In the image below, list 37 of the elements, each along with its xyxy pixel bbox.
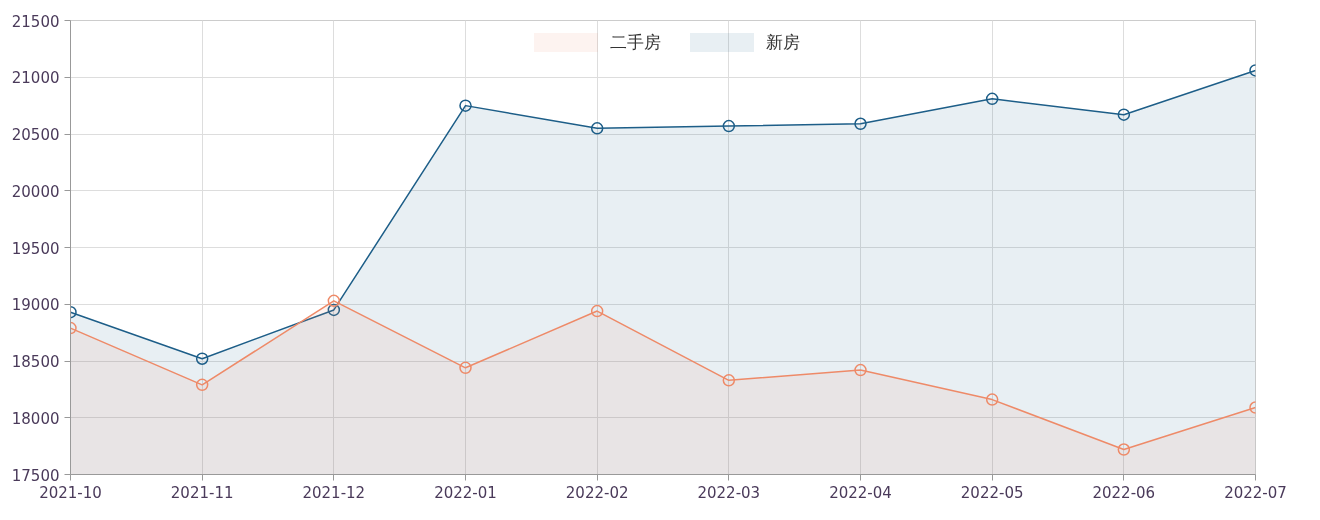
- point: [459, 361, 472, 375]
- y-tick-label: 21500: [11, 12, 60, 31]
- y-tick-label: 21000: [11, 69, 60, 88]
- point: [327, 294, 341, 308]
- y-tick-label: 18000: [11, 409, 60, 428]
- point: [195, 352, 209, 365]
- point: [854, 363, 867, 377]
- point: [1117, 443, 1131, 456]
- x-tick-label: 2022-05: [960, 483, 1024, 502]
- x-tick-label: 2022-02: [565, 483, 629, 502]
- point: [195, 378, 209, 392]
- x-tick-label: 2021-10: [39, 483, 102, 502]
- legend-label: 二手房: [610, 30, 661, 54]
- y-tick-label: 19000: [11, 296, 60, 315]
- point: [1117, 108, 1131, 121]
- point: [590, 122, 604, 135]
- x-tick-label: 2021-12: [302, 483, 366, 502]
- x-tick-label: 2022-06: [1092, 483, 1156, 502]
- y-tick-label: 19500: [11, 239, 60, 258]
- x-tick-label: 2022-03: [697, 483, 761, 502]
- y-tick-label: 20000: [11, 182, 60, 201]
- y-tick-label: 20500: [11, 126, 60, 144]
- point: [722, 119, 736, 133]
- x-tick-label: 2022-04: [829, 483, 892, 502]
- y-tick-label: 17500: [11, 466, 60, 485]
- legend-label: 新房: [766, 30, 800, 54]
- y-tick-label: 18500: [11, 353, 60, 371]
- x-tick-label: 2022-07: [1224, 483, 1287, 502]
- x-tick-label: 2022-01: [434, 483, 497, 502]
- point: [459, 99, 472, 112]
- x-tick-label: 2021-11: [170, 483, 234, 502]
- point: [590, 304, 604, 318]
- point: [722, 374, 736, 387]
- point: [985, 393, 999, 406]
- point: [327, 303, 341, 317]
- point: [854, 117, 867, 131]
- point: [985, 92, 999, 106]
